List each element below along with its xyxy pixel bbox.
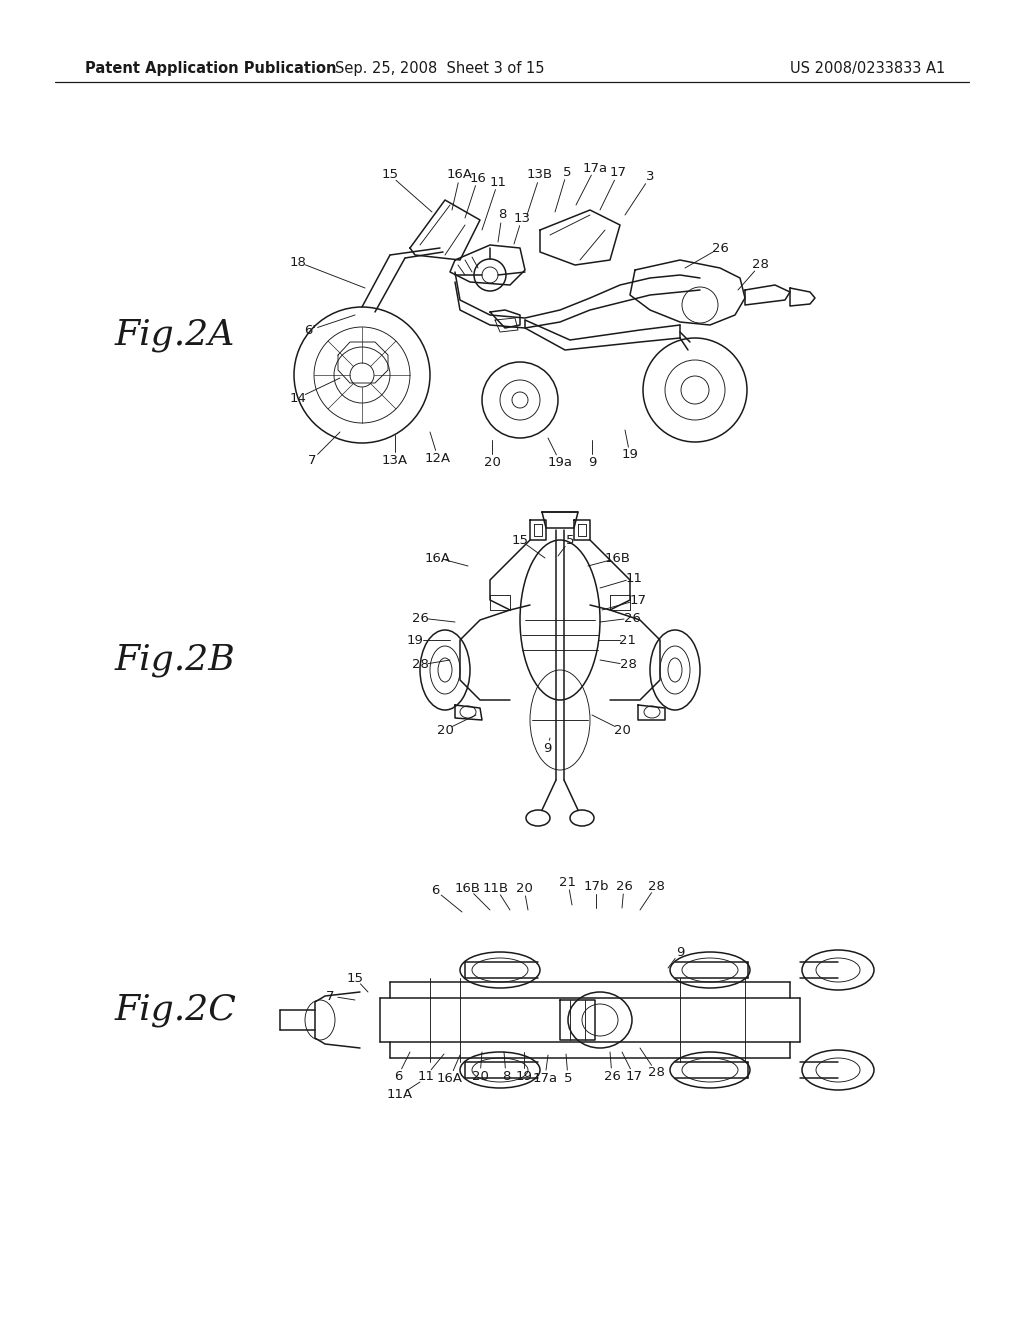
Text: 9: 9 — [543, 742, 551, 755]
Text: 11: 11 — [489, 176, 507, 189]
Text: 6: 6 — [394, 1069, 402, 1082]
Text: 19: 19 — [515, 1069, 532, 1082]
Text: 9: 9 — [588, 455, 596, 469]
Text: 20: 20 — [613, 723, 631, 737]
Text: 20: 20 — [436, 723, 454, 737]
Text: 17: 17 — [630, 594, 646, 606]
Text: 13: 13 — [513, 211, 530, 224]
Text: 11B: 11B — [483, 882, 509, 895]
Text: 16: 16 — [470, 172, 486, 185]
Text: 20: 20 — [472, 1069, 488, 1082]
Text: 13B: 13B — [527, 169, 553, 181]
Text: 16A: 16A — [447, 169, 473, 181]
Text: 3: 3 — [646, 170, 654, 183]
Text: 26: 26 — [615, 879, 633, 892]
Text: 16A: 16A — [437, 1072, 463, 1085]
Text: 13A: 13A — [382, 454, 408, 466]
Text: 5: 5 — [564, 1072, 572, 1085]
Text: 21: 21 — [620, 634, 637, 647]
Text: 28: 28 — [752, 259, 768, 272]
Text: 17b: 17b — [584, 879, 608, 892]
Text: 28: 28 — [620, 659, 637, 672]
Text: 19a: 19a — [548, 455, 572, 469]
Text: 14: 14 — [290, 392, 306, 404]
Text: 16A: 16A — [425, 552, 451, 565]
Text: 26: 26 — [712, 242, 728, 255]
Text: US 2008/0233833 A1: US 2008/0233833 A1 — [790, 61, 945, 75]
Text: 17a: 17a — [532, 1072, 557, 1085]
Text: 6: 6 — [431, 883, 439, 896]
Text: 9: 9 — [676, 945, 684, 958]
Text: 20: 20 — [515, 882, 532, 895]
Text: Fig.2B: Fig.2B — [115, 643, 236, 677]
Text: 28: 28 — [647, 1065, 665, 1078]
Text: 5: 5 — [565, 533, 574, 546]
Text: 11: 11 — [418, 1069, 434, 1082]
Text: 11: 11 — [626, 572, 642, 585]
Text: 15: 15 — [382, 169, 398, 181]
Text: Fig.2C: Fig.2C — [114, 993, 236, 1027]
Text: 15: 15 — [346, 972, 364, 985]
Text: 19: 19 — [407, 634, 424, 647]
Text: 6': 6' — [304, 323, 316, 337]
Text: 8: 8 — [498, 209, 506, 222]
Text: 28: 28 — [412, 659, 428, 672]
Text: 15: 15 — [512, 533, 528, 546]
Text: 21: 21 — [559, 875, 577, 888]
Text: 28: 28 — [647, 879, 665, 892]
Text: Sep. 25, 2008  Sheet 3 of 15: Sep. 25, 2008 Sheet 3 of 15 — [335, 61, 545, 75]
Text: 17a: 17a — [583, 161, 607, 174]
Text: 7: 7 — [326, 990, 334, 1002]
Text: 11A: 11A — [387, 1089, 413, 1101]
Text: 20: 20 — [483, 455, 501, 469]
Text: 19: 19 — [622, 449, 638, 462]
Text: 17: 17 — [626, 1069, 642, 1082]
Text: 8: 8 — [502, 1069, 510, 1082]
Text: 26: 26 — [603, 1069, 621, 1082]
Text: Fig.2A: Fig.2A — [115, 318, 236, 352]
Text: 26: 26 — [624, 611, 640, 624]
Text: 26: 26 — [412, 611, 428, 624]
Text: 16B: 16B — [455, 882, 481, 895]
Text: Patent Application Publication: Patent Application Publication — [85, 61, 337, 75]
Text: 17: 17 — [609, 166, 627, 180]
Text: 18: 18 — [290, 256, 306, 268]
Text: 16B: 16B — [605, 552, 631, 565]
Text: 5: 5 — [563, 165, 571, 178]
Text: 7: 7 — [308, 454, 316, 466]
Text: 12A: 12A — [425, 451, 451, 465]
